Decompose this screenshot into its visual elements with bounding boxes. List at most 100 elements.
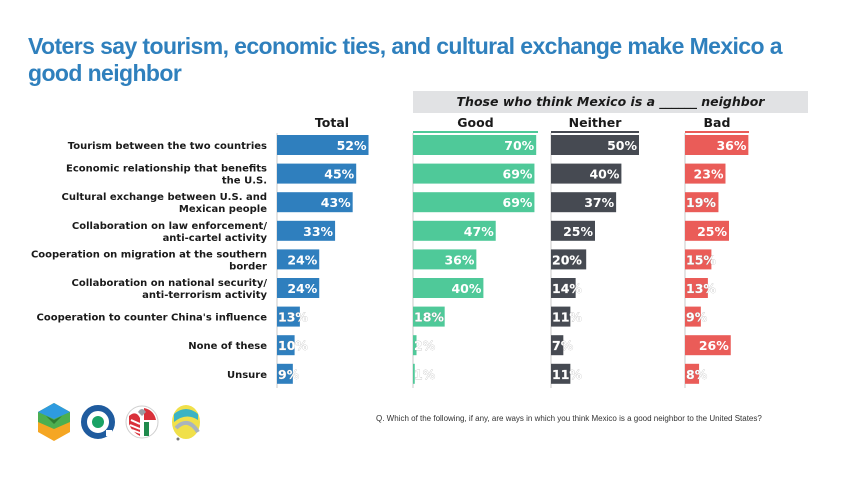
bar-neither — [551, 192, 617, 213]
swoosh-circle-logo — [172, 405, 200, 441]
bar-neither — [551, 163, 622, 184]
column-header-total-label: Total — [314, 115, 350, 130]
value-label-total: 52% — [337, 138, 367, 153]
bar-total — [277, 278, 320, 298]
category-label: Economic relationship that benefits the U… — [66, 164, 267, 187]
value-label-total: 45% — [324, 167, 354, 182]
value-label-neither: 25% — [563, 224, 593, 239]
bar-total — [277, 335, 295, 356]
bar-total — [277, 363, 293, 384]
category-labels: Tourism between the two countries Economi… — [31, 141, 268, 381]
category-label-line: Unsure — [227, 370, 267, 381]
bar-good — [413, 306, 445, 327]
bar-neither — [551, 335, 564, 356]
bar-total — [277, 220, 336, 241]
value-label-total: 9% — [278, 367, 300, 382]
bar-bad — [685, 335, 731, 356]
value-label-bad: 19% — [686, 195, 716, 210]
value-label-good: 1% — [414, 367, 436, 382]
bar-good — [413, 192, 535, 213]
value-label-bad: 9% — [686, 310, 708, 325]
category-label-line: Cultural exchange between U.S. and — [62, 192, 268, 203]
value-label-bad: 8% — [686, 367, 708, 382]
category-label-line: Tourism between the two countries — [68, 141, 267, 152]
value-label-bad: 15% — [686, 252, 716, 267]
bar-good — [413, 135, 537, 155]
column-header-good-label: Good — [457, 115, 494, 130]
bar-bad — [685, 135, 749, 155]
group-header: Those who think Mexico is a ______ neigh… — [413, 91, 808, 113]
category-label-line: Economic relationship that benefits — [66, 164, 267, 175]
bar-good — [413, 163, 535, 184]
value-label-bad: 25% — [697, 224, 727, 239]
bar-total — [277, 249, 320, 270]
bar-good — [413, 249, 477, 270]
value-label-bad: 36% — [716, 138, 746, 153]
sponsor-logos — [36, 400, 204, 444]
category-label-line: Cooperation on migration at the southern — [31, 249, 267, 260]
value-label-good: 36% — [444, 252, 474, 267]
value-label-good: 40% — [451, 281, 481, 296]
value-label-neither: 40% — [589, 167, 619, 182]
flags-circle-logo — [125, 405, 159, 439]
value-label-bad: 26% — [699, 338, 729, 353]
value-label-neither: 20% — [552, 252, 582, 267]
bar-neither — [551, 135, 639, 155]
bar-bad — [685, 163, 726, 184]
value-label-neither: 37% — [584, 195, 614, 210]
bars — [277, 135, 749, 384]
value-label-total: 24% — [287, 252, 317, 267]
value-label-good: 69% — [503, 195, 533, 210]
value-label-total: 10% — [278, 338, 308, 353]
value-label-total: 13% — [278, 310, 308, 325]
value-label-good: 70% — [504, 138, 534, 153]
category-label-line: the U.S. — [222, 176, 267, 187]
bar-bad — [685, 192, 719, 213]
value-label-neither: 11% — [552, 310, 582, 325]
bar-good — [413, 363, 415, 384]
bar-good — [413, 335, 417, 356]
value-label-bad: 13% — [686, 281, 716, 296]
category-label-line: anti-cartel activity — [163, 233, 268, 244]
value-label-total: 33% — [303, 224, 333, 239]
category-label: Collaboration on national security/anti-… — [72, 278, 268, 301]
bar-neither — [551, 249, 587, 270]
bar-bad — [685, 278, 708, 298]
footnote-question: Q. Which of the following, if any, are w… — [376, 414, 762, 423]
value-label-total: 43% — [321, 195, 351, 210]
bar-bad — [685, 363, 700, 384]
column-header-good: Good — [413, 115, 538, 133]
category-label-line: Mexican people — [179, 204, 267, 215]
chart-title: Voters say tourism, economic ties, and c… — [28, 33, 783, 86]
category-label: Cooperation to counter China's influence — [37, 313, 268, 324]
value-label-bad: 23% — [694, 167, 724, 182]
bar-bad — [685, 306, 701, 327]
value-labels: 52% 45% 43% 33% 24% 24% 13% 10% 9% 70% 69% 69% 47% 36… — [278, 138, 747, 382]
category-label: None of these — [188, 341, 267, 352]
bar-total — [277, 163, 357, 184]
category-label-line: Cooperation to counter China's influence — [37, 313, 268, 324]
category-label-line: None of these — [188, 341, 267, 352]
category-label-line: Collaboration on national security/ — [72, 278, 268, 289]
category-label: Tourism between the two countries — [68, 141, 267, 152]
value-label-neither: 14% — [552, 281, 582, 296]
category-label: Unsure — [227, 370, 267, 381]
category-label-line: border — [229, 261, 267, 272]
value-label-good: 2% — [414, 338, 436, 353]
value-label-neither: 50% — [607, 138, 637, 153]
bar-good — [413, 278, 484, 298]
bar-good — [413, 220, 496, 241]
bar-bad — [685, 220, 729, 241]
bar-total — [277, 192, 353, 213]
hexagon-cube-logo — [38, 403, 70, 441]
value-label-total: 24% — [287, 281, 317, 296]
value-label-good: 18% — [414, 310, 444, 325]
bar-neither — [551, 306, 571, 327]
column-header-bad-underline — [685, 131, 749, 133]
value-label-neither: 11% — [552, 367, 582, 382]
column-header-neither: Neither — [551, 115, 639, 133]
category-label: Cooperation on migration at the southern… — [31, 249, 267, 272]
column-header-neither-label: Neither — [568, 115, 622, 130]
ring-dot-logo — [81, 405, 115, 439]
